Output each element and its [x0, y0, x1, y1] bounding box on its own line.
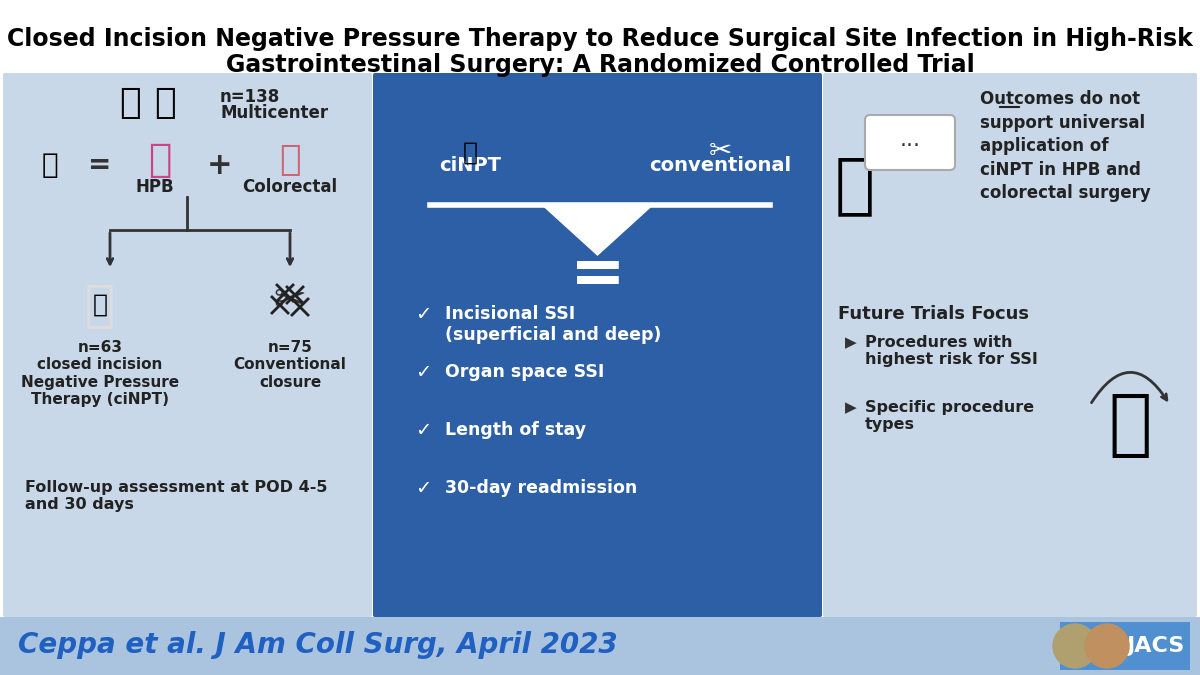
Text: =: =: [570, 242, 625, 308]
Text: n=63
closed incision
Negative Pressure
Therapy (ciNPT): n=63 closed incision Negative Pressure T…: [20, 340, 179, 407]
Text: ✓: ✓: [415, 305, 431, 324]
Text: ✓: ✓: [415, 479, 431, 498]
Text: Ceppa et al. J Am Coll Surg, April 2023: Ceppa et al. J Am Coll Surg, April 2023: [18, 631, 618, 659]
Text: 🤔: 🤔: [835, 152, 875, 218]
Text: n=75
Conventional
closure: n=75 Conventional closure: [234, 340, 347, 389]
Polygon shape: [542, 205, 653, 255]
Text: ✂: ✂: [708, 137, 732, 165]
Text: Procedures with
highest risk for SSI: Procedures with highest risk for SSI: [865, 335, 1038, 367]
Text: HPB: HPB: [136, 178, 174, 196]
Text: Length of stay: Length of stay: [445, 421, 586, 439]
Text: 🔪: 🔪: [42, 151, 59, 179]
Text: Gastrointestinal Surgery: A Randomized Controlled Trial: Gastrointestinal Surgery: A Randomized C…: [226, 53, 974, 77]
Text: ✂: ✂: [274, 281, 306, 319]
Text: ⬜: ⬜: [85, 281, 115, 329]
Text: ...: ...: [900, 130, 920, 150]
FancyBboxPatch shape: [823, 73, 1198, 617]
Text: +: +: [208, 151, 233, 180]
Text: 👤: 👤: [154, 86, 176, 120]
Text: 30-day readmission: 30-day readmission: [445, 479, 637, 497]
Text: 👤: 👤: [119, 86, 140, 120]
Text: JACS: JACS: [1126, 636, 1184, 656]
Text: 💊: 💊: [92, 293, 108, 317]
Circle shape: [1054, 624, 1097, 668]
Text: Multicenter: Multicenter: [220, 104, 328, 122]
FancyBboxPatch shape: [865, 115, 955, 170]
Text: Specific procedure
types: Specific procedure types: [865, 400, 1034, 433]
FancyBboxPatch shape: [0, 617, 1200, 675]
FancyBboxPatch shape: [373, 73, 822, 617]
Text: =: =: [89, 151, 112, 179]
Text: ▶: ▶: [845, 335, 857, 350]
Text: ▶: ▶: [845, 400, 857, 415]
Text: Outcomes do not
support universal
application of
ciNPT in HPB and
colorectal sur: Outcomes do not support universal applic…: [980, 90, 1151, 202]
Text: Follow-up assessment at POD 4-5
and 30 days: Follow-up assessment at POD 4-5 and 30 d…: [25, 480, 328, 512]
Text: 🫀: 🫀: [149, 141, 172, 179]
Text: ciNPT: ciNPT: [439, 156, 502, 175]
Text: Colorectal: Colorectal: [242, 178, 337, 196]
Text: n=138: n=138: [220, 88, 281, 106]
Text: conventional: conventional: [649, 156, 791, 175]
Text: Closed Incision Negative Pressure Therapy to Reduce Surgical Site Infection in H: Closed Incision Negative Pressure Therap…: [7, 27, 1193, 51]
Text: ⏰: ⏰: [1109, 391, 1152, 460]
Text: ✓: ✓: [415, 421, 431, 440]
Text: Future Trials Focus: Future Trials Focus: [838, 305, 1030, 323]
Text: Incisional SSI
(superficial and deep): Incisional SSI (superficial and deep): [445, 305, 661, 344]
FancyBboxPatch shape: [1060, 622, 1190, 670]
Text: ✓: ✓: [415, 363, 431, 382]
Text: 🫁: 🫁: [280, 143, 301, 177]
Circle shape: [1085, 624, 1129, 668]
Text: 📦: 📦: [462, 141, 478, 165]
Text: Organ space SSI: Organ space SSI: [445, 363, 605, 381]
FancyBboxPatch shape: [2, 73, 372, 617]
